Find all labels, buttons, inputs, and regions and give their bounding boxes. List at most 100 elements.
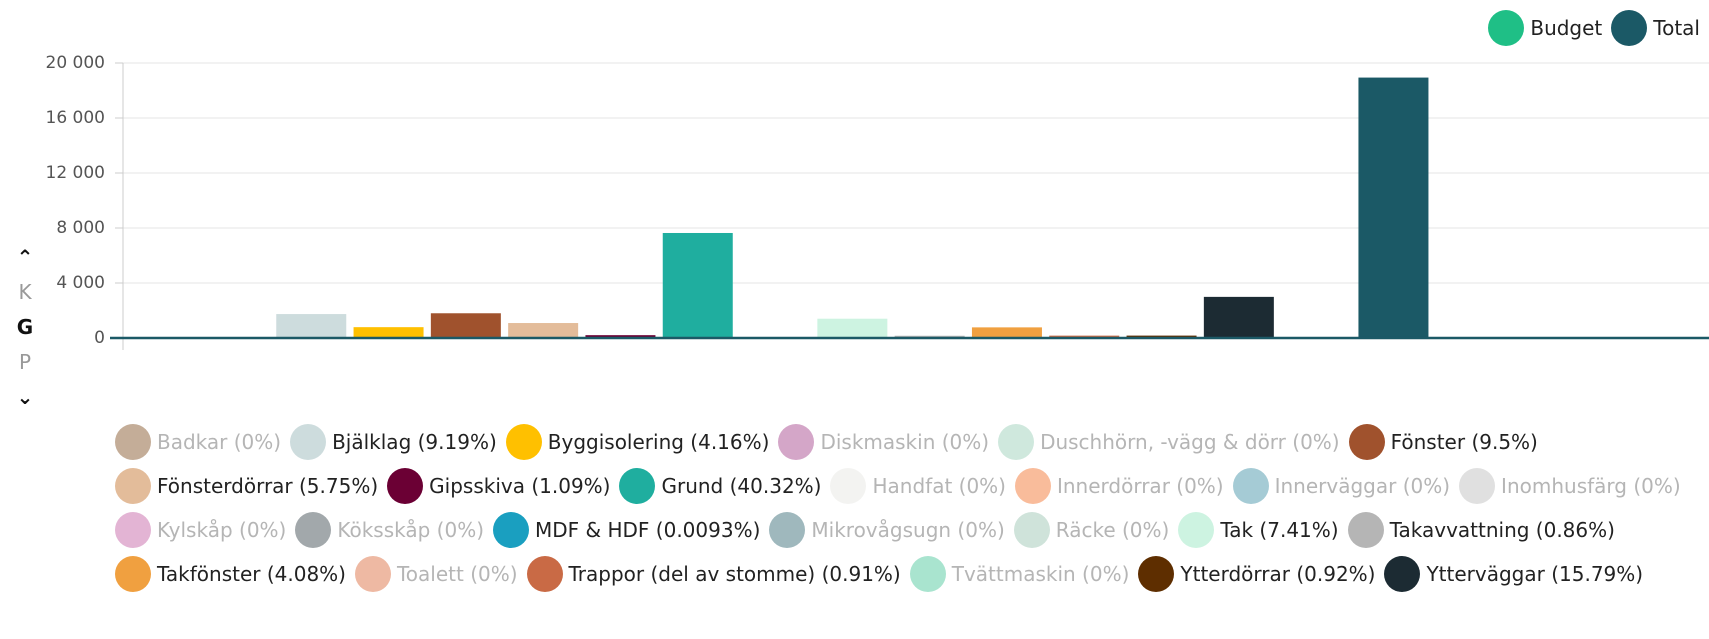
legend-item[interactable]: Gipsskiva (1.09%) (387, 464, 610, 508)
legend-swatch (1138, 556, 1175, 592)
legend-item[interactable]: Byggisolering (4.16%) (505, 420, 770, 464)
legend-item[interactable]: Innerväggar (0%) (1232, 464, 1451, 508)
y-tick-label: 12 000 (46, 163, 105, 183)
legend-label: Kylskåp (0%) (157, 518, 287, 542)
bar (508, 323, 579, 338)
legend-label: Ytterväggar (15.79%) (1426, 562, 1644, 586)
legend-item[interactable]: Total (1611, 6, 1700, 50)
nav-up[interactable]: ⌃ (16, 245, 34, 269)
legend-swatch (1611, 10, 1648, 46)
bar (971, 327, 1042, 338)
legend-label: Inomhusfärg (0%) (1501, 474, 1681, 498)
legend-swatch (1459, 468, 1496, 504)
legend-item[interactable]: Fönster (9.5%) (1348, 420, 1538, 464)
legend-swatch (778, 424, 815, 460)
legend-label: Budget (1530, 16, 1603, 40)
legend-item[interactable]: Takavvattning (0.86%) (1347, 508, 1615, 552)
legend-swatch (387, 468, 424, 504)
legend-item[interactable]: Köksskåp (0%) (295, 508, 484, 552)
nav: ⌃ K G P ⌄ (10, 240, 40, 415)
legend-item[interactable]: Tvättmaskin (0%) (909, 552, 1130, 596)
legend-label: Innerdörrar (0%) (1056, 474, 1224, 498)
y-tick-label: 20 000 (46, 53, 105, 73)
legend-label: Fönster (9.5%) (1390, 430, 1538, 454)
legend-label: Badkar (0%) (157, 430, 282, 454)
legend-label: Tvättmaskin (0%) (951, 562, 1130, 586)
legend-swatch (295, 512, 332, 548)
legend-item[interactable]: Räcke (0%) (1013, 508, 1170, 552)
legend-label: Takavvattning (0.86%) (1389, 518, 1615, 542)
legend-swatch (526, 556, 563, 592)
legend-item[interactable]: Ytterväggar (15.79%) (1384, 552, 1643, 596)
legend-item[interactable]: Takfönster (4.08%) (115, 552, 346, 596)
bar (1203, 296, 1274, 338)
legend-item[interactable]: Diskmaskin (0%) (778, 420, 989, 464)
legend-swatch (115, 468, 151, 504)
bar (430, 313, 501, 338)
legend-swatch (909, 556, 946, 592)
legend-item[interactable]: Budget (1488, 6, 1602, 50)
legend-label: Tak (7.41%) (1220, 518, 1339, 542)
legend-item[interactable]: Innerdörrar (0%) (1014, 464, 1224, 508)
legend-item[interactable]: Grund (40.32%) (619, 464, 821, 508)
legend-item[interactable]: Kylskåp (0%) (115, 508, 286, 552)
legend-item[interactable]: Toalett (0%) (354, 552, 518, 596)
legend-item[interactable]: Trappor (del av stomme) (0.91%) (526, 552, 901, 596)
legend-label: Innerväggar (0%) (1274, 474, 1451, 498)
legend-swatch (290, 424, 327, 460)
legend-swatch (493, 512, 530, 548)
legend-swatch (1232, 468, 1269, 504)
legend-label: Grund (40.32%) (661, 474, 822, 498)
bar (1358, 77, 1429, 338)
legend-label: Räcke (0%) (1055, 518, 1170, 542)
legend-label: Mikrovågsugn (0%) (811, 518, 1005, 542)
legend-swatch (115, 512, 151, 548)
bar (353, 327, 424, 338)
legend-label: Gipsskiva (1.09%) (429, 474, 611, 498)
bar (276, 314, 347, 338)
legend-item[interactable]: Inomhusfärg (0%) (1459, 464, 1681, 508)
legend-label: MDF & HDF (0.0093%) (535, 518, 761, 542)
bar (817, 318, 888, 338)
legend-swatch (830, 468, 867, 504)
nav-item[interactable]: G (16, 315, 34, 339)
legend-item[interactable]: Duschhörn, -vägg & dörr (0%) (998, 420, 1340, 464)
legend-label: Byggisolering (4.16%) (547, 430, 770, 454)
bar (662, 232, 733, 338)
y-tick-label: 4 000 (56, 273, 105, 293)
legend-swatch (1384, 556, 1421, 592)
legend-label: Duschhörn, -vägg & dörr (0%) (1040, 430, 1340, 454)
legend-item[interactable]: Mikrovågsugn (0%) (769, 508, 1005, 552)
legend-label: Toalett (0%) (396, 562, 518, 586)
legend-swatch (1013, 512, 1050, 548)
legend-swatch (1347, 512, 1384, 548)
legend-swatch (115, 556, 151, 592)
legend-label: Bjälklag (9.19%) (332, 430, 497, 454)
legend-swatch (769, 512, 806, 548)
y-tick-label: 0 (94, 328, 105, 348)
legend-swatch (115, 424, 151, 460)
series-legend: Budget Total (1488, 6, 1709, 50)
legend-swatch (1014, 468, 1051, 504)
legend-item[interactable]: MDF & HDF (0.0093%) (493, 508, 760, 552)
legend-item[interactable]: Ytterdörrar (0.92%) (1138, 552, 1375, 596)
bar (585, 335, 656, 338)
legend-swatch (1488, 10, 1525, 46)
legend-label: Trappor (del av stomme) (0.91%) (568, 562, 901, 586)
legend-item[interactable]: Handfat (0%) (830, 464, 1006, 508)
legend-label: Total (1653, 16, 1700, 40)
legend-item[interactable]: Tak (7.41%) (1178, 508, 1339, 552)
legend-item[interactable]: Fönsterdörrar (5.75%) (115, 464, 378, 508)
nav-item[interactable]: P (18, 350, 32, 374)
legend-label: Fönsterdörrar (5.75%) (157, 474, 379, 498)
legend-item[interactable]: Badkar (0%) (115, 420, 281, 464)
nav-item[interactable]: K (18, 280, 32, 304)
nav-down[interactable]: ⌄ (16, 385, 34, 409)
y-tick-label: 8 000 (56, 218, 105, 238)
legend-label: Handfat (0%) (872, 474, 1006, 498)
legend-item[interactable]: Bjälklag (9.19%) (290, 420, 497, 464)
chart: 0 4 000 8 000 12 000 16 000 20 000 (46, 53, 1709, 350)
legend-swatch (998, 424, 1035, 460)
legend-swatch (354, 556, 391, 592)
